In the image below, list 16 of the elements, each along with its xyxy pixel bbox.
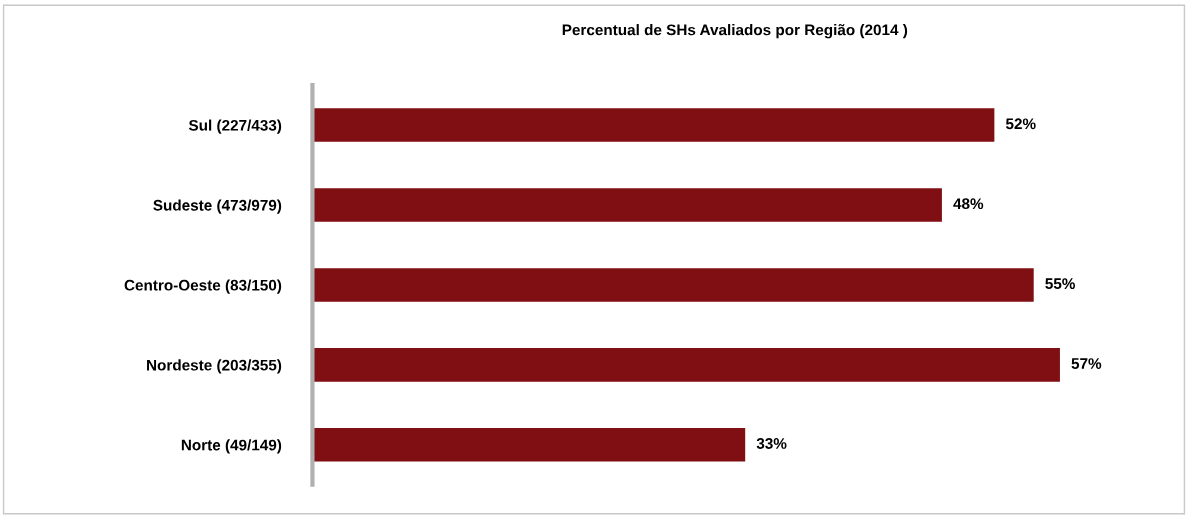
y-tick-label: Centro-Oeste (83/150) xyxy=(124,279,282,294)
bar xyxy=(312,268,1034,302)
data-label: 52% xyxy=(1005,118,1036,130)
chart-title: Percentual de SHs Avaliados por Região (2014 ) xyxy=(562,24,908,39)
bar xyxy=(312,428,746,462)
y-tick-label: Sudeste (473/979) xyxy=(153,199,282,214)
y-tick-label: Sul (227/433) xyxy=(188,119,282,134)
y-tick-label: Norte (49/149) xyxy=(181,439,282,454)
bar xyxy=(312,348,1060,382)
data-label: 57% xyxy=(1071,358,1102,369)
data-label: 48% xyxy=(953,198,984,210)
data-label: 55% xyxy=(1045,278,1075,290)
y-tick-label: Nordeste (203/355) xyxy=(147,359,282,374)
bar xyxy=(312,108,995,142)
bar xyxy=(312,188,942,222)
data-label: 33% xyxy=(756,438,787,449)
